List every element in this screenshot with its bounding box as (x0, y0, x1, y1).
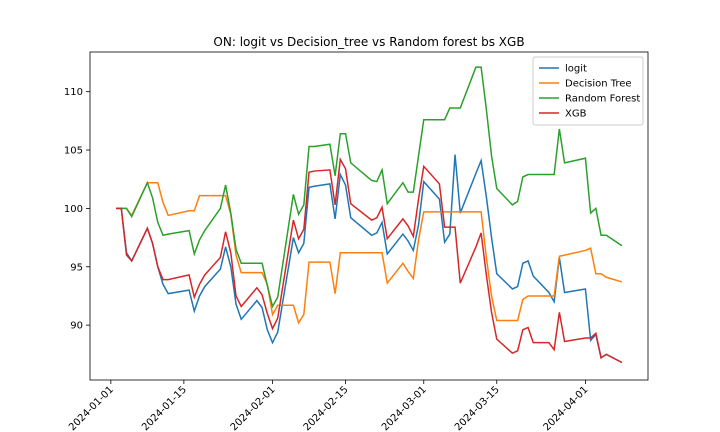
series-line (116, 154, 623, 364)
y-tick-label: 100 (64, 204, 83, 215)
legend-label: Decision Tree (565, 79, 632, 90)
legend-box (532, 56, 644, 126)
y-tick-label: 105 (64, 146, 83, 157)
legend-label: logit (565, 64, 587, 75)
y-tick-label: 110 (64, 87, 83, 98)
legend-label: Random Forest (565, 94, 640, 105)
legend-label: XGB (565, 109, 587, 120)
series-line (116, 181, 623, 325)
series-line (116, 156, 623, 364)
chart-title: ON: logit vs Decision_tree vs Random for… (213, 35, 524, 49)
series-line (116, 66, 623, 309)
plot-frame (89, 51, 649, 381)
y-tick-label: 95 (70, 262, 83, 273)
y-tick-label: 90 (70, 321, 83, 332)
